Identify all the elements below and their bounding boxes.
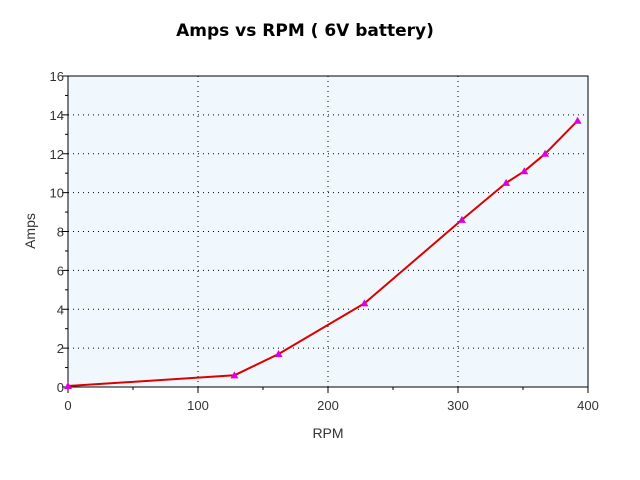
series-amps: [64, 116, 582, 390]
data-point-marker: [274, 349, 283, 357]
y-tick-label: 2: [57, 341, 64, 356]
y-tick-label: 10: [50, 186, 64, 201]
data-point-marker: [541, 149, 550, 157]
data-point-marker: [573, 116, 582, 124]
x-tick-label: 200: [317, 398, 339, 413]
y-tick-label: 16: [50, 69, 64, 84]
data-point-marker: [457, 215, 466, 223]
y-tick-label: 8: [57, 225, 64, 240]
x-tick-label: 100: [187, 398, 209, 413]
x-axis-label: RPM: [312, 425, 343, 441]
y-tick-label: 0: [57, 380, 64, 395]
data-point-marker: [64, 382, 72, 390]
data-point-marker: [360, 299, 369, 307]
x-tick-label: 300: [447, 398, 469, 413]
data-point-marker: [520, 167, 529, 175]
y-tick-label: 6: [57, 263, 64, 278]
grid-lines: [68, 76, 588, 387]
x-tick-label: 0: [64, 398, 71, 413]
x-tick-label: 400: [577, 398, 599, 413]
data-point-marker: [230, 371, 239, 379]
y-tick-labels: 0 2 4 6 8 10 12 14 16: [50, 69, 64, 395]
y-tick-label: 12: [50, 147, 64, 162]
chart-title: Amps vs RPM ( 6V battery): [176, 21, 434, 41]
axes: [62, 75, 589, 393]
y-tick-label: 14: [50, 108, 64, 123]
x-tick-labels: 0 100 200 300 400: [64, 398, 598, 413]
data-point-marker: [502, 178, 511, 186]
y-axis-label: Amps: [22, 213, 38, 249]
y-tick-label: 4: [57, 302, 64, 317]
